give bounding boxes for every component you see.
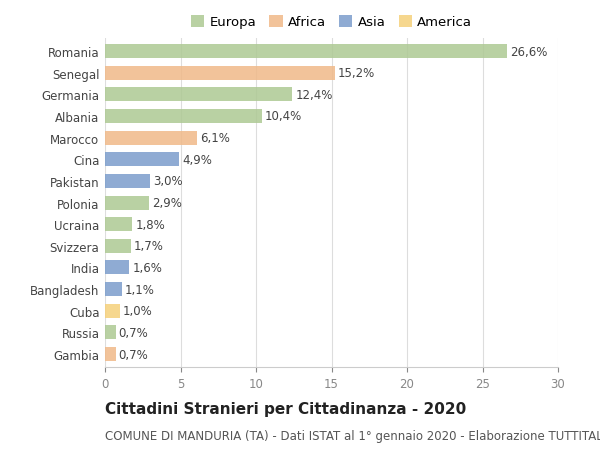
Text: 1,6%: 1,6% xyxy=(132,261,162,274)
Text: 1,1%: 1,1% xyxy=(125,283,155,296)
Text: 0,7%: 0,7% xyxy=(119,348,148,361)
Bar xyxy=(105,67,335,81)
Text: 1,8%: 1,8% xyxy=(135,218,165,231)
Bar xyxy=(105,153,179,167)
Bar xyxy=(105,196,149,210)
Text: 6,1%: 6,1% xyxy=(200,132,230,145)
Text: 1,0%: 1,0% xyxy=(123,305,153,318)
Bar xyxy=(105,45,506,59)
Bar xyxy=(105,88,292,102)
Bar xyxy=(105,174,151,189)
Bar xyxy=(105,261,129,275)
Text: COMUNE DI MANDURIA (TA) - Dati ISTAT al 1° gennaio 2020 - Elaborazione TUTTITALI: COMUNE DI MANDURIA (TA) - Dati ISTAT al … xyxy=(105,429,600,442)
Text: 26,6%: 26,6% xyxy=(509,45,547,58)
Bar xyxy=(105,131,197,146)
Text: 2,9%: 2,9% xyxy=(152,196,182,210)
Text: 12,4%: 12,4% xyxy=(295,89,332,101)
Bar xyxy=(105,347,116,361)
Text: 15,2%: 15,2% xyxy=(338,67,375,80)
Bar xyxy=(105,282,122,297)
Text: 4,9%: 4,9% xyxy=(182,153,212,167)
Text: 0,7%: 0,7% xyxy=(119,326,148,339)
Bar xyxy=(105,304,120,318)
Legend: Europa, Africa, Asia, America: Europa, Africa, Asia, America xyxy=(191,16,472,29)
Text: Cittadini Stranieri per Cittadinanza - 2020: Cittadini Stranieri per Cittadinanza - 2… xyxy=(105,402,466,417)
Bar xyxy=(105,110,262,124)
Bar xyxy=(105,325,116,340)
Text: 1,7%: 1,7% xyxy=(134,240,164,253)
Text: 10,4%: 10,4% xyxy=(265,110,302,123)
Bar xyxy=(105,218,132,232)
Bar xyxy=(105,239,131,253)
Text: 3,0%: 3,0% xyxy=(154,175,183,188)
